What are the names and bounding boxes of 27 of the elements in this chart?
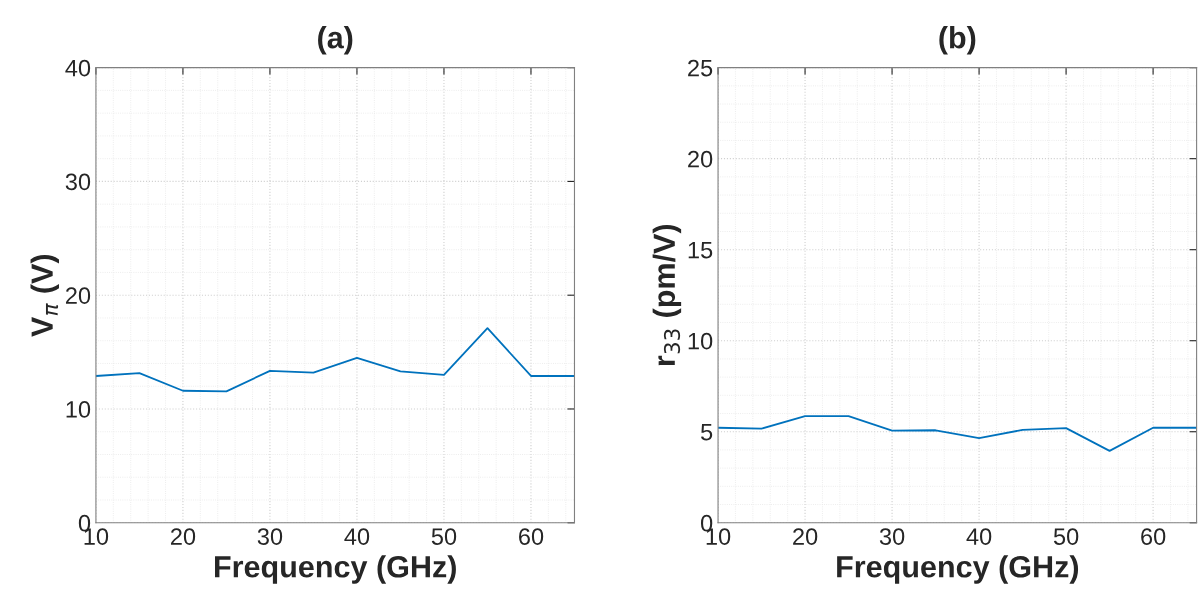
y-tick-label: 15: [688, 242, 713, 259]
x-axis-title: Frequency (GHz): [215, 555, 456, 584]
x-tick-label: 60: [519, 528, 544, 545]
x-axis-title: Frequency (GHz): [837, 555, 1079, 584]
y-tick-label: 40: [65, 59, 91, 77]
y-axis-title: r$_{33}$ (pm/V): [652, 224, 682, 366]
y-axis-title: V$_{π}$ (V): [30, 254, 59, 337]
x-tick-label: 50: [1053, 528, 1079, 545]
x-tick-label: 30: [257, 528, 283, 545]
x-tick-label: 20: [170, 528, 196, 545]
y-tick-label: 10: [66, 401, 91, 418]
x-tick-label: 60: [1141, 528, 1166, 545]
y-tick-label: 30: [65, 173, 91, 191]
x-tick-label: 30: [879, 528, 905, 545]
line-series: [718, 415, 1197, 452]
line-series: [95, 327, 575, 393]
chart-title: (a): [318, 26, 353, 55]
y-tick-label: 5: [701, 424, 713, 441]
y-tick-label: 20: [688, 150, 713, 168]
x-tick-label: 20: [793, 528, 818, 545]
chart-title: (b): [939, 26, 976, 55]
x-tick-label: 40: [344, 528, 370, 545]
x-tick-label: 40: [966, 528, 992, 545]
y-tick-label: 10: [688, 332, 713, 350]
y-tick-label: 20: [65, 287, 91, 304]
x-tick-label: 50: [431, 528, 457, 545]
y-tick-label: 25: [688, 59, 713, 77]
